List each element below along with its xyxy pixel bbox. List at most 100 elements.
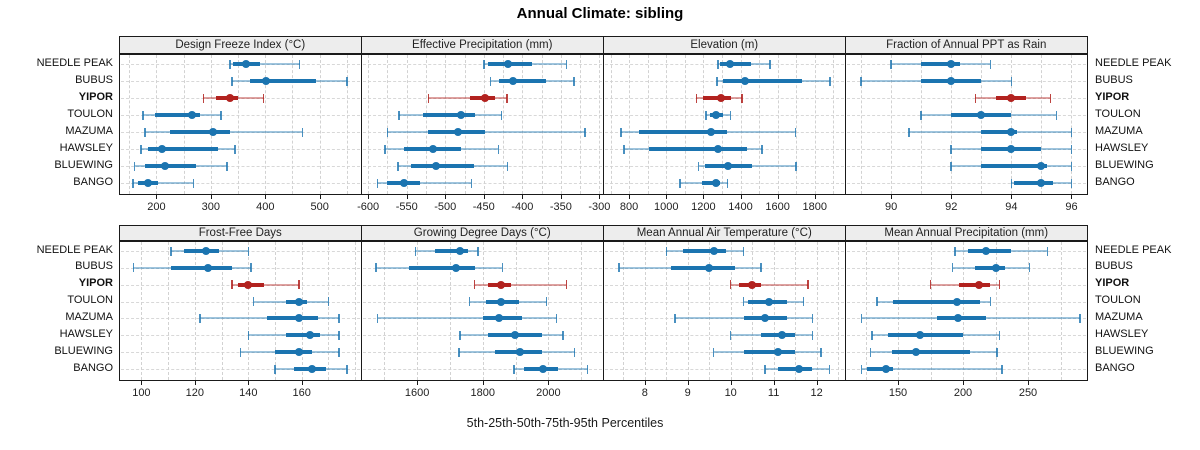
median-dot xyxy=(711,111,720,119)
whisker-cap xyxy=(229,59,231,69)
whisker-cap xyxy=(820,347,822,357)
median-dot xyxy=(1007,94,1016,102)
x-tick xyxy=(629,195,631,199)
site-label-left: TOULON xyxy=(67,107,113,120)
whisker-5-95 xyxy=(232,283,300,286)
row-gridline xyxy=(121,132,360,133)
whisker-cap xyxy=(1070,178,1073,188)
x-tick xyxy=(730,381,732,385)
row-gridline xyxy=(363,301,602,303)
x-tick xyxy=(951,195,953,199)
site-label-right: MAZUMA xyxy=(1095,310,1143,323)
box-25-75 xyxy=(285,333,321,338)
x-tick-label: -450 xyxy=(472,201,495,213)
row-gridline xyxy=(121,149,360,150)
whisker-cap xyxy=(950,144,952,154)
whisker-cap xyxy=(989,297,992,307)
whisker-5-95 xyxy=(474,283,567,286)
x-tick xyxy=(445,195,447,199)
whisker-cap xyxy=(811,313,814,323)
x-gridline xyxy=(921,55,923,194)
median-dot xyxy=(455,247,464,255)
box-25-75 xyxy=(410,164,474,168)
median-dot xyxy=(705,263,714,272)
whisker-cap xyxy=(741,93,743,103)
site-label-left: BANGO xyxy=(73,361,113,374)
median-dot xyxy=(1007,128,1016,136)
median-dot xyxy=(399,179,408,187)
x-tick-label: 10 xyxy=(724,387,737,399)
median-dot xyxy=(457,111,466,119)
x-gridline xyxy=(560,55,562,194)
whisker-cap xyxy=(769,59,771,69)
whisker-cap xyxy=(829,76,831,86)
box-25-75 xyxy=(266,316,318,321)
whisker-cap xyxy=(545,297,548,307)
whisker-cap xyxy=(573,347,576,357)
panel-strip: Elevation (m) xyxy=(603,36,846,54)
x-tick xyxy=(522,195,524,199)
box-25-75 xyxy=(683,249,727,253)
median-dot xyxy=(204,263,213,272)
site-label-right: MAZUMA xyxy=(1095,124,1143,137)
median-dot xyxy=(305,331,314,340)
x-gridline xyxy=(194,242,196,380)
x-tick xyxy=(814,195,816,199)
row-gridline xyxy=(363,64,602,65)
whisker-cap xyxy=(140,144,142,154)
whisker-cap xyxy=(951,263,954,273)
whisker-cap xyxy=(220,110,222,120)
whisker-cap xyxy=(1028,263,1031,273)
median-dot xyxy=(726,60,735,68)
median-dot xyxy=(709,247,718,255)
site-label-right: TOULON xyxy=(1095,107,1141,120)
row-gridline xyxy=(121,81,360,82)
whisker-cap xyxy=(301,127,304,137)
whisker-cap xyxy=(1070,144,1073,154)
whisker-cap xyxy=(501,263,504,273)
x-tick-label: 90 xyxy=(884,201,898,213)
median-dot xyxy=(451,263,460,272)
x-gridline xyxy=(629,55,631,194)
median-dot xyxy=(912,348,921,357)
median-dot xyxy=(916,331,925,340)
median-dot xyxy=(209,128,218,136)
whisker-cap xyxy=(954,246,956,256)
whisker-cap xyxy=(202,93,204,103)
whisker-5-95 xyxy=(229,63,300,65)
whisker-cap xyxy=(386,127,389,137)
x-tick xyxy=(482,381,484,385)
x-tick-label: 800 xyxy=(619,201,639,213)
median-dot xyxy=(947,60,956,68)
whisker-cap xyxy=(500,110,503,120)
x-tick-label: -500 xyxy=(434,201,457,213)
x-gridline xyxy=(599,55,601,194)
whisker-cap xyxy=(584,127,586,137)
whisker-cap xyxy=(338,347,340,357)
x-tick xyxy=(898,381,899,385)
median-dot xyxy=(295,348,304,357)
median-dot xyxy=(516,348,525,357)
x-gridline xyxy=(248,242,250,380)
median-dot xyxy=(295,297,304,306)
row-gridline xyxy=(363,183,602,184)
x-gridline xyxy=(406,55,408,194)
row-gridline xyxy=(121,267,360,269)
row-gridline xyxy=(847,132,1086,133)
site-label-right: HAWSLEY xyxy=(1095,141,1149,154)
box-25-75 xyxy=(408,265,476,270)
x-tick-label: 1000 xyxy=(653,201,679,213)
x-tick xyxy=(248,381,250,385)
row-gridline xyxy=(847,251,1086,252)
x-gridline xyxy=(445,55,447,194)
whisker-cap xyxy=(729,110,732,120)
whisker-cap xyxy=(346,364,348,374)
whisker-cap xyxy=(231,76,233,86)
whisker-cap xyxy=(717,59,719,69)
x-tick-label: 200 xyxy=(953,387,973,399)
x-tick xyxy=(406,195,408,199)
whisker-5-95 xyxy=(387,131,585,133)
box-25-75 xyxy=(148,147,218,151)
box-25-75 xyxy=(499,79,547,83)
x-tick xyxy=(1028,381,1029,385)
